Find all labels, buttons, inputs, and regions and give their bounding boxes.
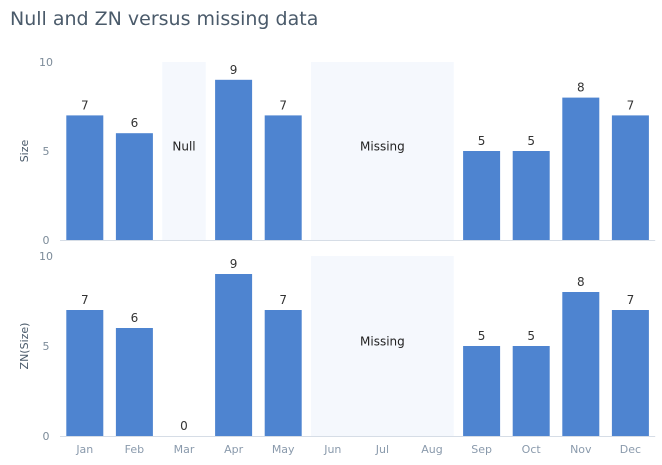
y-tick-0-5: 5 xyxy=(43,145,50,158)
band-label-0-1: Missing xyxy=(360,140,405,154)
bar-0-Oct xyxy=(512,151,550,240)
chart-title: Null and ZN versus missing data xyxy=(10,8,319,30)
x-tick-Jun: Jun xyxy=(323,443,341,456)
band-label-0-0: Null xyxy=(172,140,195,154)
bar-1-Apr xyxy=(215,274,253,436)
data-label-1-May: 7 xyxy=(279,293,287,307)
x-tick-May: May xyxy=(272,443,295,456)
data-label-0-Nov: 8 xyxy=(577,81,585,95)
y-tick-0-10: 10 xyxy=(39,56,53,69)
bar-1-Nov xyxy=(562,292,600,436)
x-tick-Mar: Mar xyxy=(174,443,195,456)
bar-0-May xyxy=(264,115,302,240)
x-tick-Jul: Jul xyxy=(375,443,389,456)
y-tick-1-0: 0 xyxy=(43,430,50,443)
x-tick-Aug: Aug xyxy=(421,443,442,456)
bar-0-Jan xyxy=(66,115,104,240)
bar-0-Feb xyxy=(115,133,153,240)
bar-1-May xyxy=(264,310,302,436)
bar-0-Nov xyxy=(562,97,600,240)
bar-0-Dec xyxy=(611,115,649,240)
bar-1-Feb xyxy=(115,328,153,436)
data-label-0-Feb: 6 xyxy=(131,116,139,130)
data-label-0-Sep: 5 xyxy=(478,134,486,148)
x-tick-Sep: Sep xyxy=(471,443,492,456)
data-label-1-Sep: 5 xyxy=(478,329,486,343)
x-tick-Jan: Jan xyxy=(75,443,93,456)
band-1-0 xyxy=(311,256,454,436)
data-label-0-May: 7 xyxy=(279,98,287,112)
band-label-1-0: Missing xyxy=(360,335,405,349)
x-tick-Feb: Feb xyxy=(125,443,144,456)
data-label-0-Apr: 9 xyxy=(230,63,238,77)
data-label-0-Oct: 5 xyxy=(527,134,535,148)
x-tick-Apr: Apr xyxy=(224,443,244,456)
x-tick-Oct: Oct xyxy=(522,443,542,456)
data-label-0-Dec: 7 xyxy=(627,98,635,112)
y-tick-0-0: 0 xyxy=(43,234,50,247)
x-tick-Nov: Nov xyxy=(570,443,592,456)
y-axis-title-0: Size xyxy=(18,139,31,162)
bar-1-Oct xyxy=(512,346,550,436)
x-tick-Dec: Dec xyxy=(620,443,641,456)
data-label-1-Dec: 7 xyxy=(627,293,635,307)
data-label-1-Mar: 0 xyxy=(180,419,188,433)
data-label-1-Nov: 8 xyxy=(577,275,585,289)
bar-0-Apr xyxy=(215,79,253,240)
band-0-1 xyxy=(311,62,454,240)
y-tick-1-10: 10 xyxy=(39,250,53,263)
data-label-1-Jan: 7 xyxy=(81,293,89,307)
y-axis-title-1: ZN(Size) xyxy=(18,323,31,370)
bar-1-Dec xyxy=(611,310,649,436)
band-0-0 xyxy=(162,62,206,240)
bar-0-Sep xyxy=(463,151,501,240)
bar-1-Jan xyxy=(66,310,104,436)
data-label-0-Jan: 7 xyxy=(81,98,89,112)
y-tick-1-5: 5 xyxy=(43,340,50,353)
bar-1-Sep xyxy=(463,346,501,436)
data-label-1-Apr: 9 xyxy=(230,257,238,271)
data-label-1-Feb: 6 xyxy=(131,311,139,325)
data-label-1-Oct: 5 xyxy=(527,329,535,343)
